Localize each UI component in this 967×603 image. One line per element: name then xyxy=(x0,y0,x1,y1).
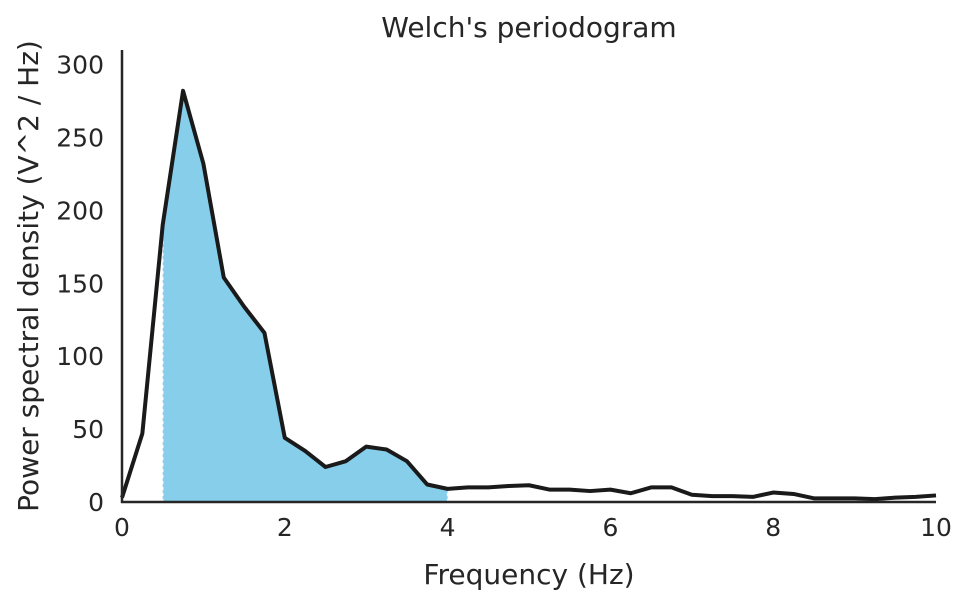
y-tick-label: 150 xyxy=(56,269,104,298)
x-tick-label: 2 xyxy=(277,513,293,542)
y-tick-label: 200 xyxy=(56,196,104,225)
shaded-band-area xyxy=(162,90,448,502)
y-tick-label: 300 xyxy=(56,51,104,80)
psd-series-line xyxy=(120,88,937,502)
x-tick-label: 8 xyxy=(765,513,781,542)
y-tick-label: 250 xyxy=(56,123,104,152)
x-tick-label: 10 xyxy=(920,513,952,542)
y-axis-ticks: 0 50 100 150 200 250 300 xyxy=(56,51,104,517)
y-tick-label: 0 xyxy=(88,488,104,517)
y-tick-label: 100 xyxy=(56,342,104,371)
x-axis-ticks: 0 2 4 6 8 10 xyxy=(114,513,952,542)
plot-area xyxy=(120,88,937,502)
y-axis-label: Power spectral density (V^2 / Hz) xyxy=(12,40,45,512)
x-axis-label: Frequency (Hz) xyxy=(423,558,634,591)
x-tick-label: 6 xyxy=(602,513,618,542)
y-tick-label: 50 xyxy=(72,415,104,444)
x-tick-label: 4 xyxy=(440,513,456,542)
chart-title: Welch's periodogram xyxy=(381,11,676,44)
x-tick-label: 0 xyxy=(114,513,130,542)
